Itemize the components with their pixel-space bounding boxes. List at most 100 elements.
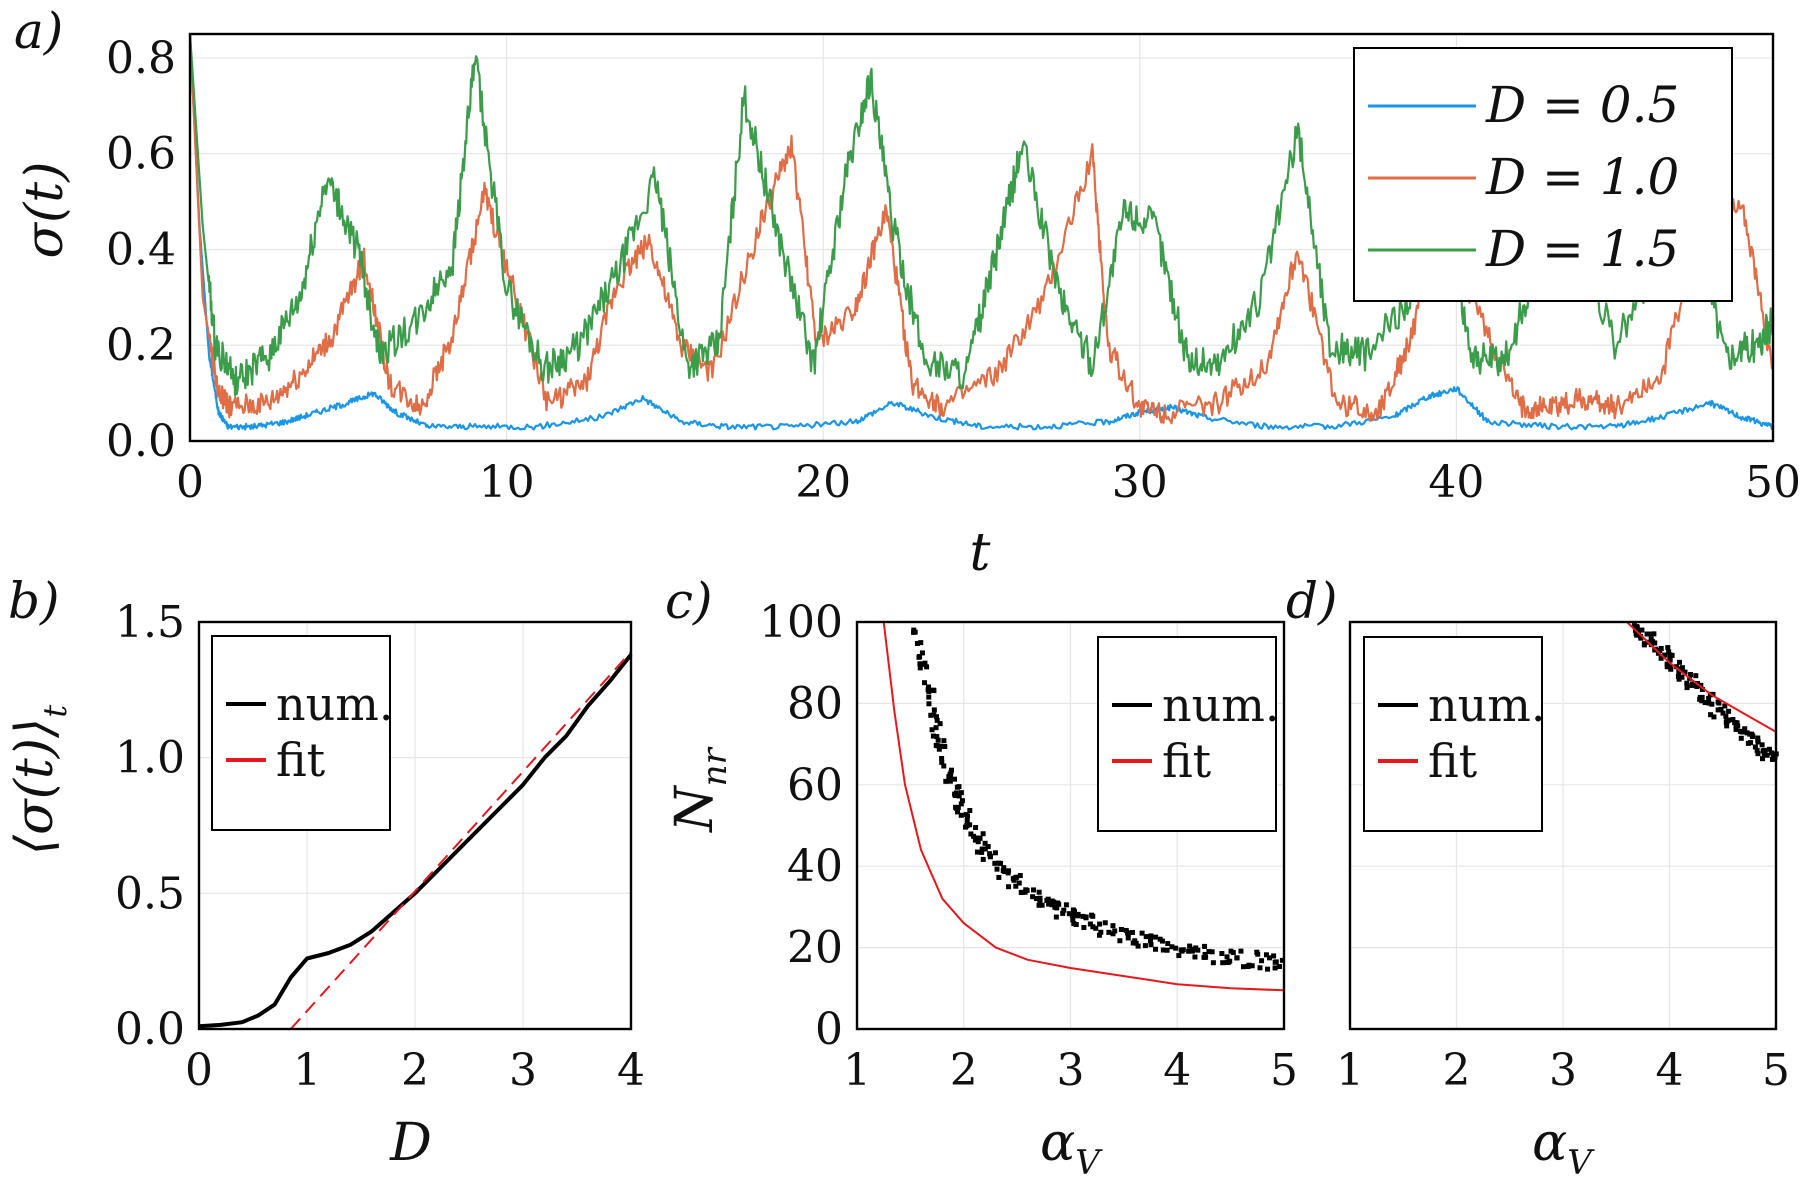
panel-c-y-ticks: 0 20 40 60 80 100 bbox=[759, 597, 843, 1055]
c-num-point-1-4 bbox=[931, 688, 937, 694]
d-num-point-8-2 bbox=[1755, 751, 1761, 757]
panel-b-plot-area bbox=[198, 651, 633, 1030]
panel-c: c) 1 2 3 4 5 0 20 40 60 80 100 αV Nnr num.fit bbox=[665, 572, 1298, 1183]
c-num-point-11-3 bbox=[1093, 925, 1099, 931]
c-num-point-0-3 bbox=[918, 640, 924, 646]
c-num-point-3-11 bbox=[956, 784, 962, 790]
a-y-tick-4: 0.8 bbox=[106, 33, 176, 84]
c-num-point-2-5 bbox=[942, 744, 948, 750]
c-num-point-12-6 bbox=[1135, 943, 1141, 949]
c-num-point-14-12 bbox=[1210, 960, 1216, 966]
c-y-tick-4: 80 bbox=[787, 678, 843, 729]
d-num-point-4-12 bbox=[1710, 691, 1716, 697]
c-num-point-0-4 bbox=[919, 650, 925, 656]
c-num-point-1-8 bbox=[931, 712, 937, 718]
c-num-point-15-0 bbox=[1220, 960, 1226, 966]
panel-c-frame bbox=[855, 620, 1286, 1031]
panel-b-y-axis-label-main: ⟨σ(t)⟩ bbox=[5, 718, 65, 856]
d-num-point-2-6 bbox=[1664, 661, 1670, 667]
c-num-point-2-12 bbox=[939, 759, 945, 765]
panel-d-label: d) bbox=[1286, 572, 1338, 630]
c-y-tick-1: 20 bbox=[787, 923, 843, 974]
c-y-tick-5: 100 bbox=[759, 597, 843, 648]
d-num-point-3-1 bbox=[1676, 669, 1682, 675]
d-num-point-1-0 bbox=[1641, 642, 1647, 648]
d-num-point-0-13 bbox=[1648, 631, 1654, 637]
c-num-point-13-6 bbox=[1169, 944, 1175, 950]
c-num-point-13-13 bbox=[1187, 943, 1193, 949]
panel-c-x-axis-label-sub: V bbox=[1075, 1143, 1103, 1183]
d-num-point-3-6 bbox=[1679, 674, 1685, 680]
c-num-point-11-2 bbox=[1098, 929, 1104, 935]
d-x-tick-3: 4 bbox=[1656, 1045, 1684, 1096]
c-num-point-1-12 bbox=[933, 725, 939, 731]
c-num-point-15-6 bbox=[1230, 950, 1236, 956]
c-num-point-8-11 bbox=[1037, 896, 1043, 902]
panel-a-x-axis-label: t bbox=[970, 523, 991, 583]
c-num-point-12-0 bbox=[1125, 935, 1131, 941]
c-num-point-10-6 bbox=[1075, 913, 1081, 919]
d-num-point-3-2 bbox=[1675, 674, 1681, 680]
c-num-point-6-7 bbox=[994, 866, 1000, 872]
c-num-point-8-10 bbox=[1036, 902, 1042, 908]
d-num-point-7-9 bbox=[1750, 733, 1756, 739]
panel-d-plot-area bbox=[1626, 621, 1779, 762]
d-num-point-8-8 bbox=[1764, 752, 1770, 758]
panel-c-y-axis-label: Nnr bbox=[665, 746, 735, 833]
c-num-point-15-13 bbox=[1249, 963, 1255, 969]
c-num-point-6-8 bbox=[992, 860, 998, 866]
c-num-point-6-12 bbox=[996, 874, 1002, 880]
d-num-point-0-10 bbox=[1638, 635, 1644, 641]
panel-b-x-axis-label: D bbox=[389, 1113, 432, 1173]
c-num-point-12-8 bbox=[1139, 930, 1145, 936]
c-legend-box bbox=[1097, 636, 1277, 832]
c-num-point-11-7 bbox=[1102, 920, 1108, 926]
panel-a-label: a) bbox=[14, 2, 63, 60]
b-y-tick-1: 0.5 bbox=[115, 868, 185, 919]
c-num-point-12-9 bbox=[1143, 934, 1149, 940]
c-num-point-5-10 bbox=[975, 839, 981, 845]
d-num-point-4-8 bbox=[1699, 698, 1705, 704]
c-num-point-13-3 bbox=[1164, 947, 1170, 953]
c-num-point-6-0 bbox=[979, 849, 985, 855]
b-x-tick-4: 4 bbox=[617, 1045, 645, 1096]
c-num-point-0-11 bbox=[921, 661, 927, 667]
d-num-point-7-11 bbox=[1755, 735, 1761, 741]
c-x-tick-0: 1 bbox=[843, 1045, 871, 1096]
c-num-point-11-1 bbox=[1090, 913, 1096, 919]
c-num-point-7-11 bbox=[1016, 880, 1022, 886]
panel-c-y-axis-label-sub: nr bbox=[695, 746, 735, 786]
c-num-point-13-9 bbox=[1176, 953, 1182, 959]
c-legend-label-1: fit bbox=[1162, 734, 1212, 788]
panel-d-legend: num.fit bbox=[1363, 636, 1546, 832]
c-num-point-9-5 bbox=[1049, 898, 1055, 904]
a-legend-label-0: D = 0.5 bbox=[1485, 76, 1679, 134]
a-x-tick-5: 50 bbox=[1745, 457, 1800, 508]
b-legend-label-1: fit bbox=[276, 733, 326, 787]
c-num-point-7-1 bbox=[1001, 865, 1007, 871]
c-num-point-10-3 bbox=[1072, 912, 1078, 918]
c-y-tick-0: 0 bbox=[815, 1004, 843, 1055]
d-num-point-1-11 bbox=[1662, 652, 1668, 658]
d-num-point-6-13 bbox=[1738, 735, 1744, 741]
d-num-point-1-13 bbox=[1657, 648, 1663, 654]
panel-a-y-ticks: 0.0 0.2 0.4 0.6 0.8 bbox=[106, 33, 176, 467]
c-num-point-4-6 bbox=[955, 804, 961, 810]
c-num-point-4-4 bbox=[959, 798, 965, 804]
panel-d-x-axis-label: αV bbox=[1532, 1113, 1595, 1183]
c-num-point-9-6 bbox=[1052, 904, 1058, 910]
c-num-point-14-8 bbox=[1202, 951, 1208, 957]
c-num-point-16-0 bbox=[1246, 962, 1252, 968]
c-num-point-0-5 bbox=[914, 640, 920, 646]
c-num-point-10-13 bbox=[1083, 914, 1089, 920]
c-num-point-5-9 bbox=[979, 846, 985, 852]
panel-c-plot-area bbox=[882, 621, 1285, 992]
c-num-point-1-0 bbox=[922, 680, 928, 686]
d-num-point-8-3 bbox=[1759, 742, 1765, 748]
a-y-tick-2: 0.4 bbox=[106, 224, 176, 275]
c-num-point-15-12 bbox=[1240, 964, 1246, 970]
a-x-tick-1: 10 bbox=[479, 457, 535, 508]
d-num-point-7-6 bbox=[1752, 744, 1758, 750]
c-num-point-4-11 bbox=[965, 813, 971, 819]
a-y-tick-3: 0.6 bbox=[106, 129, 176, 180]
